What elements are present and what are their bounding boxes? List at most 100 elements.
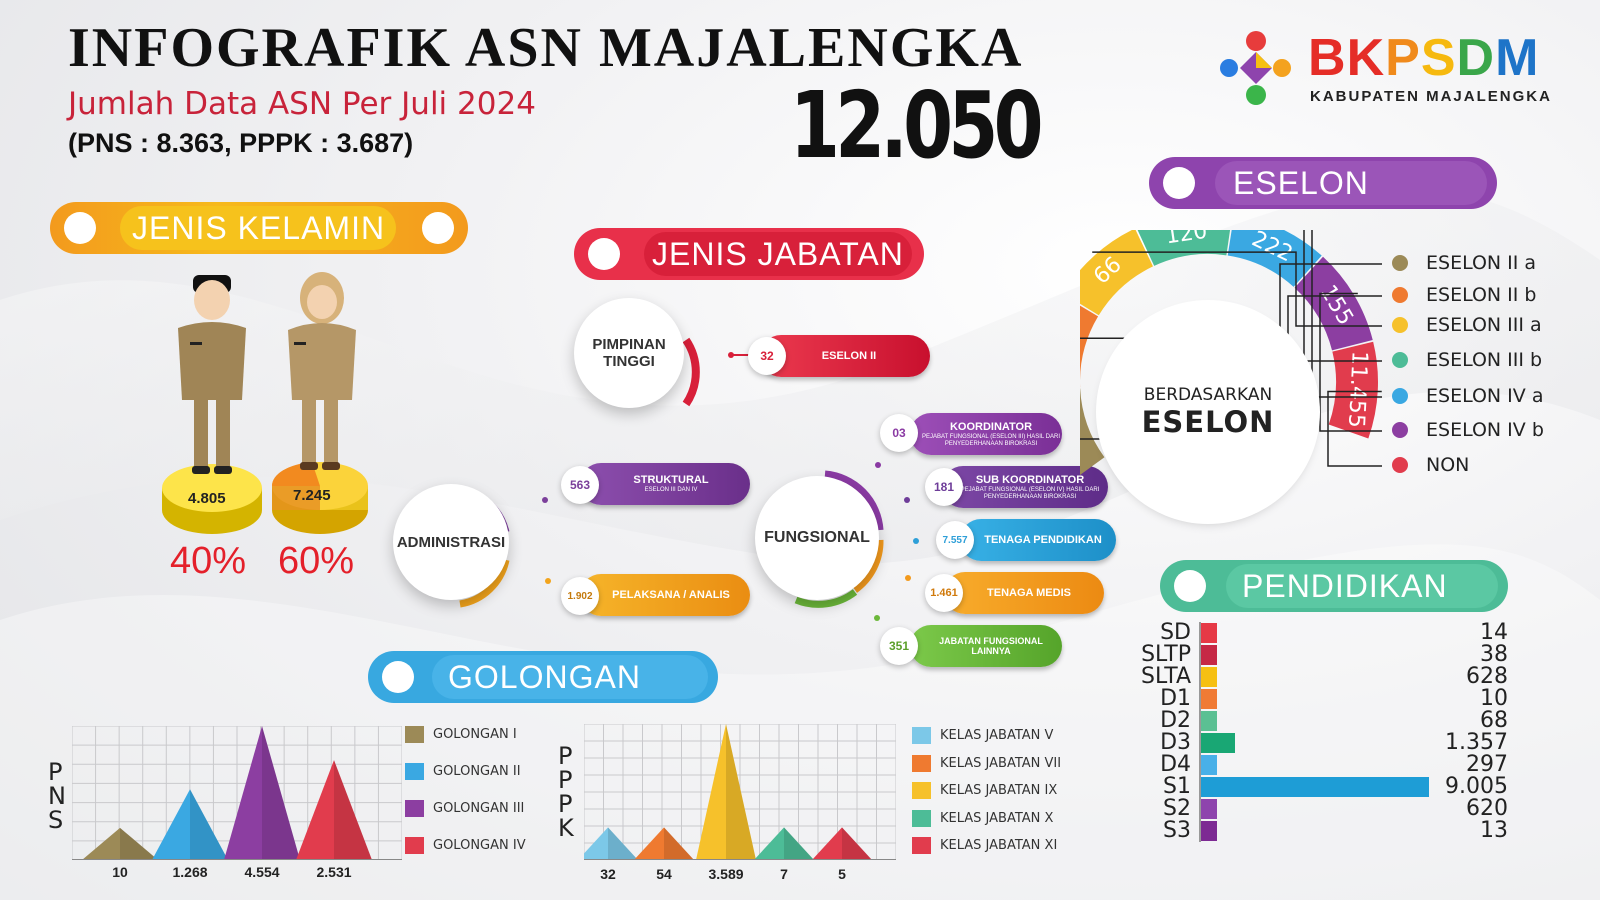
page-title: INFOGRAFIK ASN MAJALENGKA [68, 17, 1024, 79]
triangle-shade [726, 724, 756, 860]
female-count: 7.245 [293, 487, 331, 504]
eselon-connector-line [1303, 230, 1382, 362]
triangle-shade [784, 827, 814, 860]
edu-value-label: 1.357 [1445, 730, 1508, 755]
logo-letter: M [1495, 29, 1540, 87]
eselon-segment [1080, 230, 1153, 316]
count-sub-koordinator: 181 [925, 468, 963, 506]
legend-label: ESELON IV a [1426, 385, 1544, 407]
triangle-shade [842, 827, 872, 860]
male-officer-icon [178, 275, 246, 474]
pppk-triangle-chart [584, 724, 896, 860]
eselon-center-big: ESELON [1141, 405, 1275, 439]
legend-label: KELAS JABATAN X [940, 810, 1054, 826]
node-administrasi: ADMINISTRASI [393, 484, 509, 600]
chip-label: STRUKTURAL [633, 474, 709, 486]
pns-triangle-chart [72, 726, 402, 860]
legend-swatch-icon [405, 763, 424, 780]
legend-dot-icon [1392, 317, 1408, 333]
bullet-icon [382, 661, 414, 693]
eselon-segment [1294, 256, 1373, 351]
logo-letter: S [1420, 29, 1457, 87]
male-count: 4.805 [188, 490, 226, 507]
section-title: ESELON [1233, 165, 1369, 201]
chip-label: SUB KOORDINATOR [975, 473, 1085, 486]
chip-label: ESELON II [821, 350, 877, 362]
eselon-connector-line [1319, 292, 1382, 432]
pill-inner [644, 232, 912, 276]
legend-dot-icon [1392, 255, 1408, 271]
eselon-segment [1328, 341, 1378, 439]
count-eselon-ii: 32 [748, 337, 786, 375]
legend-swatch-icon [912, 809, 931, 827]
triangle-mark [584, 827, 638, 860]
pppk-legend-item: KELAS JABATAN IX [912, 782, 1057, 799]
legend-dot-icon [1392, 352, 1408, 368]
edu-category-label: S2 [1163, 796, 1191, 821]
section-title: JENIS KELAMIN [132, 210, 386, 246]
section-golongan-header: GOLONGAN [368, 651, 718, 703]
female-officer-icon [288, 272, 356, 470]
logo-region: KABUPATEN MAJALENGKA [1310, 88, 1552, 105]
chip-label: TENAGA MEDIS [987, 587, 1071, 599]
legend-dot-icon [1392, 457, 1408, 473]
edu-value-label: 620 [1466, 796, 1508, 821]
triangle-mark [296, 760, 372, 860]
pppk-tick-label: 5 [838, 866, 846, 882]
edu-bar [1201, 821, 1217, 841]
pppk-legend-item: KELAS JABATAN V [912, 727, 1053, 744]
edu-category-label: SLTP [1141, 642, 1191, 667]
eselon-segment [1080, 388, 1105, 475]
pppk-axis-label: PPPK [558, 742, 574, 842]
legend-dot-icon [1392, 287, 1408, 303]
legend-label: GOLONGAN II [433, 764, 521, 779]
triangle-shade [334, 760, 372, 860]
triangle-shade [262, 726, 300, 860]
pns-tick-label: 10 [112, 864, 128, 880]
logo-letter: B [1308, 29, 1347, 87]
bullet-icon [1174, 570, 1206, 602]
edu-category-label: SD [1160, 620, 1191, 645]
pns-tick-label: 2.531 [316, 864, 352, 880]
section-jenis-kelamin-header: JENIS KELAMIN [50, 202, 468, 254]
gender-figures [162, 272, 368, 534]
eselon-segment-value: 120 [1164, 230, 1209, 249]
pill-inner [120, 206, 396, 250]
legend-label: ESELON II b [1426, 284, 1537, 306]
chip-pelaksana: PELAKSANA / ANALIS [580, 574, 750, 616]
legend-label: ESELON III a [1426, 314, 1542, 336]
legend-dot-icon [1392, 388, 1408, 404]
chip-note: PEJABAT FUNGSIONAL (ESELON IV) HASIL DAR… [960, 486, 1100, 500]
triangle-mark [754, 827, 814, 860]
chip-note: ESELON III DAN IV [644, 487, 698, 493]
male-pedestal-icon [162, 464, 262, 534]
pppk-tick-label: 32 [600, 866, 616, 882]
eselon-segment [1227, 230, 1322, 287]
eselon-connector-line [1311, 230, 1382, 398]
section-title: JENIS JABATAN [652, 236, 904, 272]
edu-category-label: D1 [1160, 686, 1191, 711]
legend-swatch-icon [912, 727, 931, 744]
legend-label: ESELON IV b [1426, 419, 1544, 441]
legend-swatch-icon [405, 837, 424, 854]
triangle-mark [224, 726, 300, 860]
triangle-mark [82, 827, 158, 860]
eselon-ring-chart: 1316612022215511.455 [1080, 230, 1382, 475]
pns-legend-item: GOLONGAN III [405, 800, 524, 817]
edu-value-label: 13 [1480, 818, 1508, 843]
edu-category-label: D3 [1160, 730, 1191, 755]
edu-bar [1201, 645, 1217, 665]
section-eselon-header: ESELON [1149, 157, 1497, 209]
bullet-icon [64, 212, 96, 244]
eselon-center: BERDASARKAN ESELON [1100, 304, 1316, 520]
eselon-legend-item: ESELON II a [1392, 252, 1536, 274]
chip-koordinator: KOORDINATOR PEJABAT FUNGSIONAL (ESELON I… [910, 413, 1062, 455]
triangle-mark [696, 724, 756, 860]
edu-axis-line [1199, 622, 1201, 842]
edu-category-label: D4 [1160, 752, 1191, 777]
male-percent: 40% [170, 540, 247, 582]
chip-label: PELAKSANA / ANALIS [612, 589, 730, 601]
legend-label: GOLONGAN IV [433, 838, 526, 853]
chip-tenaga-medis: TENAGA MEDIS [944, 572, 1104, 614]
edu-bar [1201, 711, 1217, 731]
